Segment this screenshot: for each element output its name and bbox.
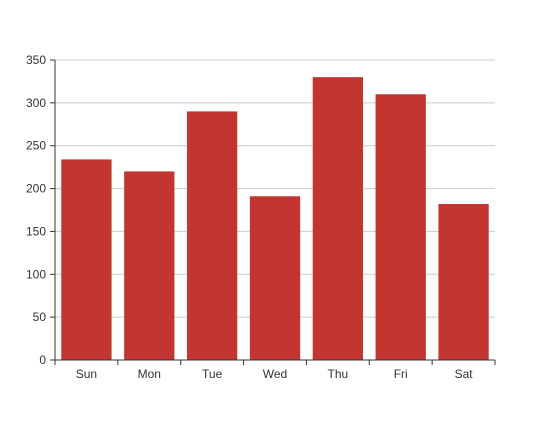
axes	[50, 59, 496, 365]
x-tick-label: Wed	[263, 367, 287, 381]
bar-fri	[375, 94, 426, 361]
y-tick-label: 350	[26, 53, 46, 67]
y-tick-label: 200	[26, 182, 46, 196]
x-tick-label: Tue	[202, 367, 223, 381]
y-tick-label: 250	[26, 139, 46, 153]
bar-sun	[61, 159, 112, 360]
bar-tue	[187, 111, 238, 360]
bar-mon	[124, 171, 175, 360]
y-tick-label: 50	[33, 310, 47, 324]
bar-wed	[249, 196, 301, 360]
bar-thu	[312, 77, 363, 361]
y-tick-label: 150	[26, 224, 46, 238]
x-tick-label: Sun	[76, 367, 97, 381]
y-tick-label: 0	[39, 353, 46, 367]
x-tick-label: Mon	[138, 367, 161, 381]
bar-sat	[438, 204, 489, 360]
y-tick-label: 100	[26, 267, 46, 281]
x-tick-label: Thu	[328, 367, 349, 381]
bars	[61, 77, 489, 361]
y-tick-label: 300	[26, 96, 46, 110]
x-tick-label: Fri	[394, 367, 408, 381]
tick-labels: 0 50 100 150 200 250 300 350 Sun Mon Tue Wed Thu Fri S…	[26, 53, 473, 381]
x-tick-label: Sat	[455, 367, 474, 381]
